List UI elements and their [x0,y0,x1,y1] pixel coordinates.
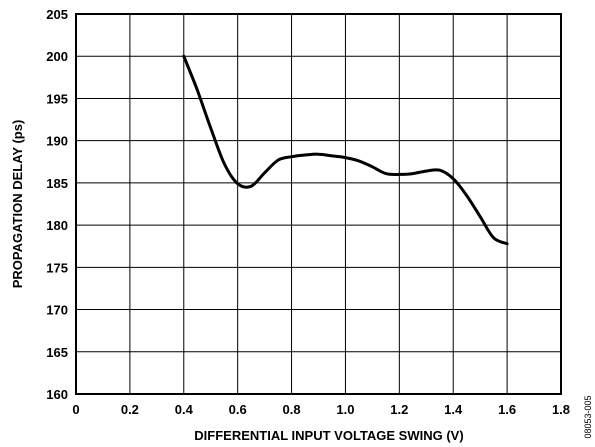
x-tick-labels: 0 0.2 0.4 0.6 0.8 1.0 1.2 1.4 1.6 1.8 [72,402,570,417]
x-tick-label: 0.4 [175,402,194,417]
x-tick-label: 0.6 [229,402,247,417]
y-axis-title: PROPAGATION DELAY (ps) [10,120,25,289]
figure-id-annotation: 08053-005 [583,395,593,438]
y-tick-label: 205 [46,7,68,22]
x-tick-label: 0.8 [283,402,301,417]
plot-frame [75,13,562,395]
y-tick-label: 160 [46,387,68,402]
y-tick-labels: 160 165 170 175 180 185 190 195 200 205 [46,7,68,402]
series-line-propagation-delay [182,54,509,246]
x-axis-title: DIFFERENTIAL INPUT VOLTAGE SWING (V) [194,428,463,443]
y-tick-label: 185 [46,176,68,191]
y-tick-label: 195 [46,91,68,106]
y-tick-label: 165 [46,345,68,360]
gridlines [76,14,561,394]
x-tick-label: 0.2 [121,402,139,417]
x-tick-label: 1.8 [552,402,570,417]
x-tick-label: 1.6 [498,402,516,417]
y-tick-label: 180 [46,218,68,233]
y-tick-label: 175 [46,260,68,275]
y-tick-label: 190 [46,134,68,149]
y-tick-label: 170 [46,303,68,318]
x-tick-label: 1.4 [444,402,463,417]
x-tick-label: 1.2 [390,402,408,417]
x-tick-label: 1.0 [336,402,354,417]
x-tick-label: 0 [72,402,79,417]
y-tick-label: 200 [46,49,68,64]
